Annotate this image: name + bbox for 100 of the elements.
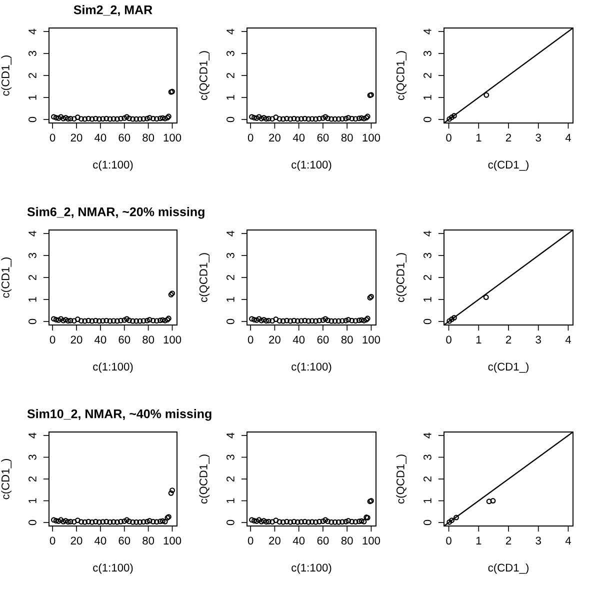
y-tick-label: 2	[226, 274, 234, 280]
y-tick-label: 4	[424, 432, 432, 438]
y-axis-title: c(QCD1_)	[199, 253, 210, 302]
x-tick-label: 40	[94, 336, 106, 344]
chart-title: Sim10_2, NMAR, ~40% missing	[27, 409, 212, 421]
y-tick-label: 4	[226, 432, 234, 438]
y-tick-label: 1	[226, 296, 234, 302]
x-tick-label: 100	[164, 536, 182, 545]
y-tick-label: 1	[226, 94, 234, 100]
y-tick-label: 2	[28, 72, 36, 78]
x-tick-label: 20	[70, 134, 82, 142]
x-tick-label: 4	[565, 536, 571, 544]
x-tick-label: 80	[142, 336, 154, 344]
y-tick-label: 3	[28, 454, 36, 460]
x-tick-label: 20	[269, 336, 280, 344]
x-tick-label: 20	[269, 536, 280, 545]
y-tick-label: 4	[424, 28, 432, 34]
x-tick-label: 40	[292, 536, 305, 545]
y-tick-label: 3	[424, 454, 432, 460]
y-tick-label: 4	[28, 432, 36, 438]
y-tick-label: 3	[226, 454, 234, 460]
x-tick-label: 1	[476, 536, 482, 544]
y-tick-label: 2	[28, 274, 36, 280]
x-tick-label: 2	[506, 336, 512, 344]
y-axis-title: c(QCD1_)	[396, 454, 407, 504]
x-tick-label: 40	[292, 336, 305, 344]
x-tick-label: 80	[341, 336, 353, 344]
x-axis-title: c(1:100)	[93, 563, 133, 574]
x-tick-label: 100	[362, 336, 380, 344]
y-tick-label: 2	[424, 476, 432, 482]
y-tick-label: 3	[28, 50, 36, 56]
x-tick-label: 80	[142, 134, 154, 142]
x-tick-label: 4	[565, 336, 571, 344]
x-tick-label: 0	[50, 134, 56, 142]
x-tick-label: 100	[362, 536, 380, 545]
y-tick-label: 0	[28, 318, 36, 324]
x-tick-label: 0	[50, 536, 56, 545]
x-tick-label: 0	[50, 336, 56, 344]
x-tick-label: 100	[164, 134, 182, 142]
y-tick-label: 4	[424, 230, 432, 236]
y-tick-label: 0	[28, 116, 36, 122]
x-tick-label: 40	[94, 134, 106, 142]
y-axis-title: c(QCD1_)	[396, 253, 407, 302]
x-tick-label: 0	[248, 336, 254, 344]
y-tick-label: 1	[424, 498, 432, 503]
y-tick-label: 0	[226, 116, 234, 122]
y-tick-label: 1	[226, 498, 234, 503]
y-axis-title: c(QCD1_)	[199, 51, 210, 100]
y-tick-label: 2	[424, 72, 432, 78]
x-tick-label: 60	[118, 134, 130, 142]
x-tick-label: 60	[317, 134, 329, 142]
x-tick-label: 0	[248, 134, 254, 142]
y-tick-label: 3	[226, 252, 234, 258]
x-tick-label: 80	[341, 134, 353, 142]
y-tick-label: 4	[226, 230, 234, 236]
y-tick-label: 3	[424, 252, 432, 258]
x-axis-title: c(1:100)	[93, 362, 133, 373]
y-tick-label: 1	[424, 296, 432, 302]
x-tick-label: 100	[164, 336, 182, 344]
x-tick-label: 1	[476, 134, 482, 142]
y-tick-label: 1	[28, 94, 36, 100]
x-tick-label: 2	[506, 536, 512, 544]
x-tick-label: 3	[536, 134, 541, 142]
y-tick-label: 2	[226, 72, 234, 78]
x-tick-label: 4	[565, 134, 571, 142]
y-tick-label: 3	[226, 50, 234, 56]
x-tick-label: 100	[362, 134, 380, 142]
y-tick-label: 0	[226, 520, 234, 526]
x-tick-label: 0	[446, 134, 452, 142]
chart-title: Sim2_2, MAR	[74, 5, 152, 16]
y-tick-label: 2	[226, 476, 234, 482]
x-tick-label: 20	[269, 134, 280, 142]
x-tick-label: 0	[446, 536, 452, 545]
y-axis-title: c(CD1_)	[1, 56, 12, 96]
y-axis-title: c(CD1_)	[1, 258, 12, 298]
y-axis-title: c(CD1_)	[1, 459, 12, 500]
x-axis-title: c(1:100)	[292, 563, 332, 574]
x-tick-label: 60	[317, 336, 329, 344]
x-tick-label: 80	[142, 536, 154, 545]
x-tick-label: 0	[446, 336, 452, 344]
y-tick-label: 4	[28, 28, 36, 34]
y-tick-label: 1	[28, 296, 36, 302]
x-tick-label: 1	[476, 336, 482, 344]
y-tick-label: 4	[226, 28, 234, 34]
x-axis-title: c(1:100)	[93, 160, 133, 171]
y-tick-label: 2	[28, 476, 36, 482]
x-axis-title: c(1:100)	[292, 160, 332, 171]
x-tick-label: 40	[94, 536, 106, 545]
x-tick-label: 60	[118, 336, 130, 344]
y-tick-label: 0	[226, 318, 234, 324]
y-tick-label: 0	[28, 520, 36, 526]
y-tick-label: 4	[28, 230, 36, 236]
x-tick-label: 3	[536, 336, 541, 344]
x-tick-label: 60	[118, 536, 130, 545]
y-tick-label: 3	[28, 252, 36, 258]
x-tick-label: 0	[248, 536, 254, 545]
x-tick-label: 80	[341, 536, 353, 545]
x-tick-label: 3	[536, 536, 541, 545]
x-tick-label: 40	[292, 134, 305, 142]
x-axis-title: c(CD1_)	[488, 362, 528, 373]
